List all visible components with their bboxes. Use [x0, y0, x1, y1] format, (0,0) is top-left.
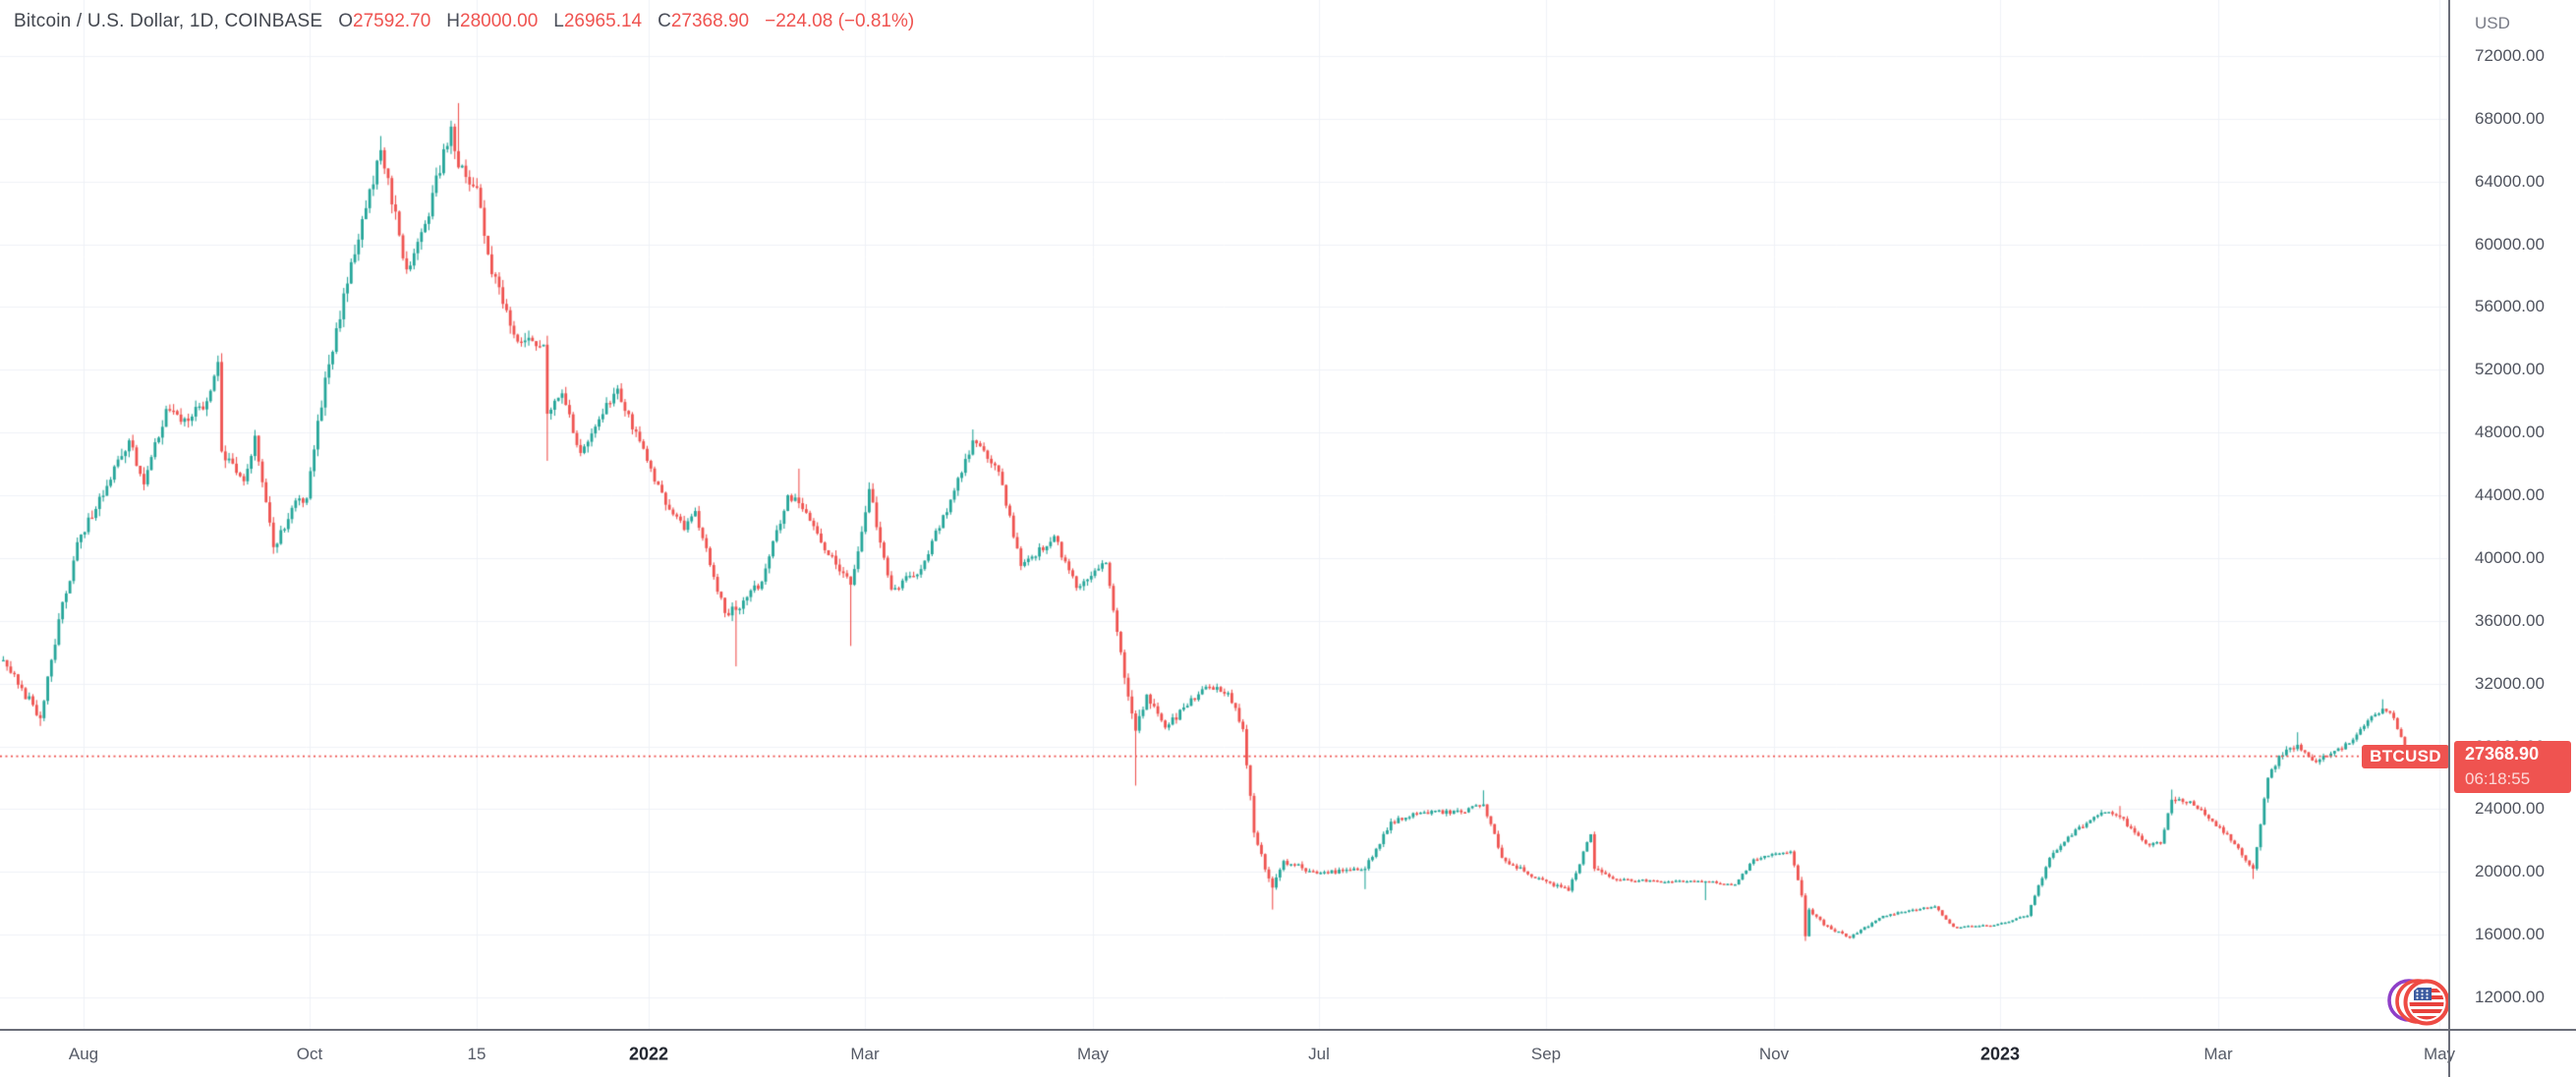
price-axis-border: [2448, 0, 2450, 1077]
price-tick-label: 40000.00: [2475, 547, 2545, 567]
time-tick-label: Jul: [1308, 1044, 1330, 1063]
low-value: L26965.14: [553, 11, 643, 31]
time-tick-year-label: 2023: [1979, 1044, 2021, 1063]
price-axis-currency-label: USD: [2475, 14, 2510, 32]
price-tick-label: 32000.00: [2475, 673, 2545, 693]
price-tick-label: 24000.00: [2475, 799, 2545, 819]
time-tick-label: Mar: [850, 1044, 880, 1063]
price-tick-label: 68000.00: [2475, 108, 2545, 128]
time-axis[interactable]: Aug Oct 15 2022 Mar May Jul Sep Nov 2023 Mar May: [0, 1031, 2576, 1077]
time-tick-label: Mar: [2204, 1044, 2233, 1063]
price-tick-label: 36000.00: [2475, 610, 2545, 630]
price-tick-label: 56000.00: [2475, 297, 2545, 316]
time-tick-label: Aug: [68, 1044, 99, 1063]
time-tick-label: 15: [467, 1044, 487, 1063]
price-tick-label: 72000.00: [2475, 46, 2545, 65]
time-tick-year-label: 2022: [628, 1044, 669, 1063]
price-tick-label: 20000.00: [2475, 862, 2545, 881]
symbol-title[interactable]: Bitcoin / U.S. Dollar, 1D, COINBASE: [14, 11, 323, 31]
time-tick-label: Oct: [296, 1044, 323, 1063]
last-price-value: 27368.90: [2465, 744, 2540, 765]
symbol-pair-logo-icon: [2387, 979, 2450, 1026]
last-price-axis-label: 27368.90 06:18:55: [2454, 741, 2571, 794]
symbol-price-tag: BTCUSD: [2362, 744, 2449, 768]
chart-legend[interactable]: Bitcoin / U.S. Dollar, 1D, COINBASE O275…: [14, 11, 914, 32]
us-flag-icon: [2403, 979, 2450, 1026]
price-tick-label: 12000.00: [2475, 988, 2545, 1007]
price-tick-label: 16000.00: [2475, 925, 2545, 944]
price-tick-label: 44000.00: [2475, 485, 2545, 505]
time-tick-label: Nov: [1758, 1044, 1790, 1063]
change-value: −224.08 (−0.81%): [765, 11, 915, 31]
time-tick-label: Sep: [1530, 1044, 1562, 1063]
bar-close-countdown: 06:18:55: [2465, 769, 2531, 789]
price-tick-label: 52000.00: [2475, 360, 2545, 379]
price-tick-label: 48000.00: [2475, 423, 2545, 442]
time-axis-border: [0, 1029, 2576, 1031]
price-axis[interactable]: USD 72000.00 68000.00 64000.00 60000.00 5600…: [2450, 0, 2576, 1029]
close-value: C27368.90: [658, 11, 750, 31]
high-value: H28000.00: [446, 11, 539, 31]
price-tick-label: 64000.00: [2475, 171, 2545, 191]
price-tick-label: 60000.00: [2475, 234, 2545, 254]
candlestick-chart-canvas[interactable]: [0, 0, 2448, 1029]
open-value: O27592.70: [338, 11, 431, 31]
time-tick-label: May: [1076, 1044, 1110, 1063]
time-tick-label: May: [2423, 1044, 2456, 1063]
